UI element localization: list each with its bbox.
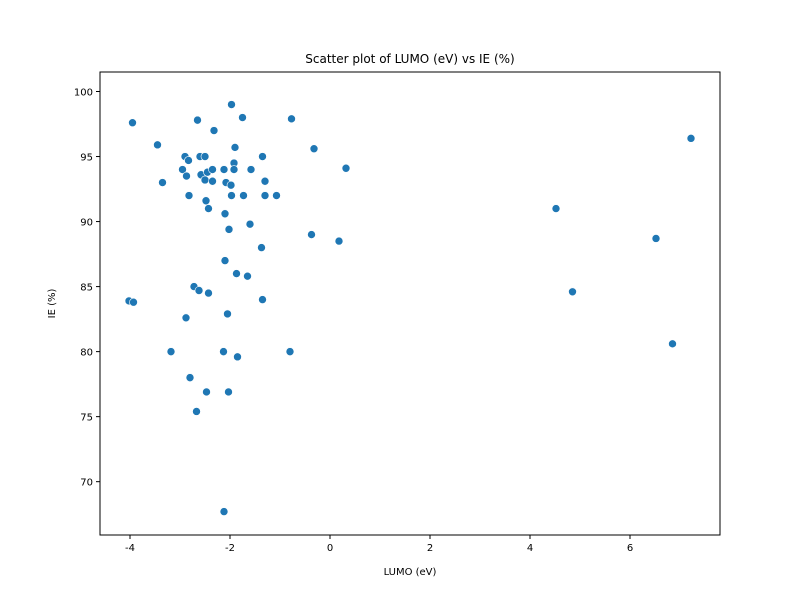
- y-tick-label: 70: [80, 478, 93, 489]
- data-point: [192, 407, 201, 416]
- data-point: [238, 113, 247, 122]
- data-point: [686, 134, 696, 143]
- data-point: [287, 114, 296, 124]
- data-point: [181, 313, 191, 323]
- y-tick-label: 100: [74, 88, 93, 99]
- data-point: [233, 352, 242, 362]
- y-tick-label: 75: [80, 413, 93, 424]
- data-point: [226, 180, 236, 190]
- x-tick-label: -4: [125, 543, 135, 554]
- data-point: [208, 176, 217, 186]
- data-point: [224, 387, 233, 397]
- data-point: [272, 191, 281, 200]
- data-point: [202, 387, 211, 397]
- data-point: [260, 191, 270, 200]
- data-point: [208, 165, 217, 174]
- data-point: [246, 165, 256, 174]
- data-point: [334, 236, 344, 246]
- data-point: [551, 204, 561, 213]
- data-point: [220, 256, 230, 265]
- data-point: [220, 209, 230, 219]
- data-point: [258, 152, 267, 161]
- data-point: [219, 507, 229, 516]
- data-point: [568, 287, 577, 297]
- x-axis-label: LUMO (eV): [384, 567, 437, 578]
- data-point: [219, 347, 228, 356]
- data-point: [230, 143, 240, 152]
- data-point: [341, 163, 351, 173]
- data-point: [200, 175, 210, 185]
- points-layer: [124, 100, 696, 516]
- data-point: [209, 126, 219, 135]
- data-point: [194, 286, 204, 295]
- data-point: [223, 309, 232, 319]
- data-point: [260, 176, 270, 186]
- data-point: [153, 140, 162, 150]
- data-point: [128, 118, 137, 128]
- data-point: [668, 339, 677, 349]
- y-axis: 70 75 80 85 90 95 100: [74, 88, 100, 489]
- data-point: [232, 269, 241, 278]
- data-point: [257, 243, 266, 252]
- data-point: [243, 271, 252, 281]
- data-point: [184, 191, 194, 200]
- data-point: [184, 156, 193, 165]
- data-point: [166, 347, 176, 356]
- data-point: [204, 204, 213, 213]
- y-tick-label: 85: [80, 283, 93, 294]
- data-point: [193, 115, 202, 125]
- x-axis: -4 -2 0 2 4 6: [125, 535, 633, 554]
- data-point: [227, 100, 236, 109]
- y-tick-label: 90: [80, 218, 93, 229]
- data-point: [200, 152, 210, 161]
- data-point: [219, 165, 229, 174]
- data-point: [178, 165, 187, 174]
- plot-frame: [99, 71, 721, 536]
- data-point: [204, 288, 213, 298]
- data-point: [285, 347, 295, 356]
- data-point: [182, 171, 191, 181]
- data-point: [158, 178, 167, 187]
- data-point: [224, 225, 234, 234]
- data-point: [309, 144, 319, 154]
- data-point: [245, 219, 255, 229]
- data-point: [651, 234, 661, 243]
- data-point: [229, 165, 239, 174]
- y-axis-label: IE (%): [47, 289, 58, 319]
- data-point: [307, 230, 316, 239]
- data-point: [227, 191, 236, 200]
- y-tick-label: 80: [80, 348, 93, 359]
- data-point: [129, 297, 138, 307]
- data-point: [185, 373, 195, 382]
- x-tick-label: 4: [527, 543, 533, 554]
- x-tick-label: -2: [225, 543, 235, 554]
- x-tick-label: 0: [327, 543, 333, 554]
- chart-title: Scatter plot of LUMO (eV) vs IE (%): [305, 52, 514, 66]
- data-point: [258, 295, 267, 304]
- data-point: [201, 196, 211, 206]
- y-tick-label: 95: [80, 153, 93, 164]
- x-tick-label: 6: [627, 543, 633, 554]
- data-point: [239, 191, 248, 200]
- x-tick-label: 2: [427, 543, 433, 554]
